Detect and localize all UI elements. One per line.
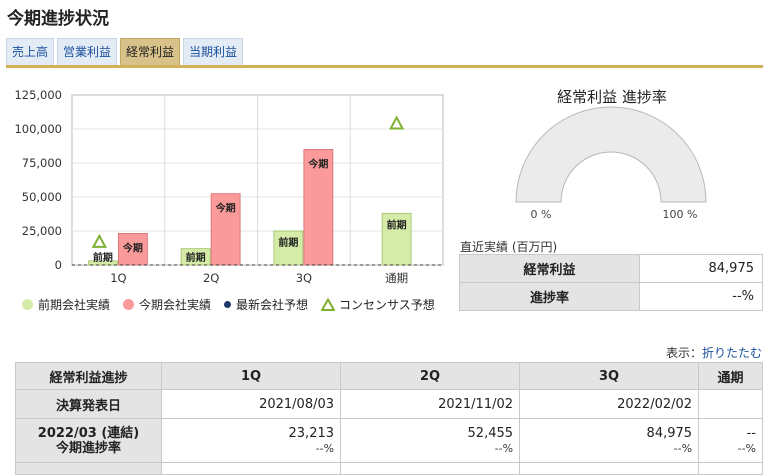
- metric-tabs: 売上高 営業利益 経常利益 当期利益: [6, 38, 246, 65]
- tab-underline: [6, 65, 763, 68]
- legend-item-current: 今期会社実績: [123, 296, 211, 313]
- column-header: 通期: [698, 362, 763, 390]
- table-cell: [698, 389, 763, 419]
- legend-swatch-forecast: [224, 301, 232, 308]
- legend-item-prev: 前期会社実績: [22, 296, 110, 313]
- bar-label-prev: 前期: [93, 251, 113, 264]
- x-tick-label: 3Q: [296, 271, 312, 285]
- collapse-link[interactable]: 折りたたむ: [701, 346, 762, 360]
- table-cell: -- --%: [698, 418, 763, 463]
- gauge-track: [515, 106, 707, 203]
- gauge-title: 経常利益 進捗率: [557, 88, 667, 106]
- bar-current-year: [210, 193, 241, 266]
- triangle-icon: [321, 298, 336, 311]
- consensus-marker: [388, 115, 405, 130]
- cell-rate: --%: [737, 441, 756, 455]
- legend-item-consensus: コンセンサス予想: [321, 296, 435, 313]
- display-toggle: 表示：折りたたむ: [666, 344, 762, 361]
- bar-prev-year: [381, 212, 412, 266]
- legend-swatch-prev: [22, 299, 33, 310]
- recent-row: 進捗率 --%: [459, 282, 763, 311]
- cell-rate: --%: [673, 441, 693, 455]
- recent-results-table: 経常利益 84,975 進捗率 --%: [459, 254, 763, 311]
- column-header: 経常利益進捗: [15, 362, 162, 390]
- recent-header-ordinary-profit: 経常利益: [459, 254, 640, 283]
- row-header-fiscal-year: 2022/03 (連結) 今期進捗率: [15, 418, 162, 463]
- bar-label-prev: 前期: [387, 218, 407, 231]
- fiscal-year-label: 2022/03 (連結): [37, 425, 140, 441]
- bar-label-current: 今期: [307, 157, 328, 170]
- tab-operating-profit[interactable]: 営業利益: [57, 38, 118, 65]
- tab-sales[interactable]: 売上高: [6, 38, 55, 65]
- announce-date-row: 決算発表日 2021/08/03 2021/11/02 2022/02/02: [15, 389, 763, 419]
- page-title: 今期進捗状況: [7, 9, 109, 29]
- table-cell: 84,975 --%: [519, 418, 700, 463]
- recent-row: 経常利益 84,975: [459, 254, 763, 283]
- x-tick-label: 1Q: [110, 271, 126, 285]
- progress-table: 経常利益進捗 1Q 2Q 3Q 通期 決算発表日 2021/08/03 2021…: [15, 362, 763, 475]
- cell-value: --: [746, 425, 756, 441]
- table-cell: 2021/08/03: [160, 389, 342, 419]
- table-cell: [340, 462, 521, 475]
- tab-net-profit[interactable]: 当期利益: [183, 38, 244, 65]
- table-row: [15, 462, 763, 475]
- y-tick-label: 125,000: [14, 88, 62, 102]
- x-tick-label: 2Q: [203, 271, 219, 285]
- table-cell: 23,213 --%: [160, 418, 342, 463]
- y-tick-label: 0: [55, 258, 62, 272]
- cell-rate: --%: [494, 441, 514, 455]
- column-header: 2Q: [340, 362, 521, 390]
- bar-prev-year: [273, 230, 304, 266]
- progress-header-row: 経常利益進捗 1Q 2Q 3Q 通期: [15, 362, 763, 390]
- y-tick-label: 25,000: [22, 224, 62, 238]
- gauge-max-label: 100 %: [663, 208, 698, 221]
- bar-prev-year: [180, 248, 211, 266]
- fiscal-year-row: 2022/03 (連結) 今期進捗率 23,213 --% 52,455 --%…: [15, 418, 763, 463]
- row-header-announce-date: 決算発表日: [15, 389, 162, 419]
- cell-value: 23,213: [288, 425, 335, 441]
- table-cell: [160, 462, 342, 475]
- tab-ordinary-profit[interactable]: 経常利益: [120, 38, 181, 65]
- table-cell: 2022/02/02: [519, 389, 700, 419]
- bar-current-year: [117, 233, 148, 266]
- table-cell: [698, 462, 763, 475]
- consensus-marker: [91, 233, 108, 248]
- progress-gauge: 0 % 100 %: [515, 106, 707, 221]
- cell-value: 52,455: [467, 425, 514, 441]
- legend-label-consensus: コンセンサス予想: [339, 298, 435, 312]
- recent-header-progress: 進捗率: [459, 282, 640, 311]
- y-tick-label: 100,000: [14, 122, 62, 136]
- bar-current-year: [303, 149, 334, 266]
- bar-label-current: 今期: [215, 202, 236, 215]
- legend-item-forecast: 最新会社予想: [224, 296, 308, 313]
- table-cell: 2021/11/02: [340, 389, 521, 419]
- recent-value-ordinary-profit: 84,975: [639, 254, 763, 283]
- column-header: 1Q: [160, 362, 342, 390]
- cell-value: 84,975: [646, 425, 693, 441]
- bar-label-current: 今期: [122, 241, 143, 254]
- display-toggle-prefix: 表示：: [665, 346, 702, 360]
- legend-label-current: 今期会社実績: [139, 298, 212, 312]
- bar-label-prev: 前期: [186, 251, 206, 264]
- table-cell: [519, 462, 700, 475]
- column-header: 3Q: [519, 362, 700, 390]
- recent-results-label: 直近実績 (百万円): [460, 240, 558, 254]
- y-tick-label: 50,000: [22, 190, 62, 204]
- cell-rate: --%: [315, 441, 335, 455]
- table-cell: [15, 462, 162, 475]
- x-tick-label: 通期: [385, 271, 408, 285]
- table-cell: 52,455 --%: [340, 418, 521, 463]
- progress-rate-label: 今期進捗率: [55, 440, 121, 456]
- legend-swatch-current: [123, 299, 135, 310]
- legend-label-forecast: 最新会社予想: [236, 298, 309, 312]
- gauge-min-label: 0 %: [531, 208, 552, 221]
- legend-label-prev: 前期会社実績: [38, 298, 111, 312]
- chart-legend: 前期会社実績 今期会社実績 最新会社予想 コンセンサス予想: [22, 296, 448, 313]
- y-tick-label: 75,000: [22, 156, 62, 170]
- bar-label-prev: 前期: [278, 236, 298, 249]
- recent-value-progress: --%: [639, 282, 763, 311]
